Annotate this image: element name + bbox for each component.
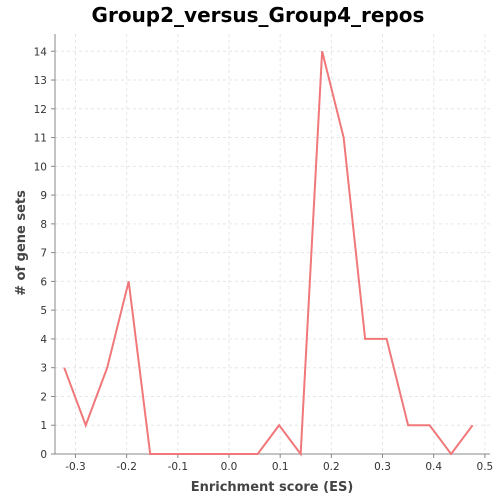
grid bbox=[55, 34, 490, 454]
y-tick-label: 3 bbox=[40, 363, 47, 375]
y-tick-label: 4 bbox=[40, 334, 47, 346]
y-tick-label: 1 bbox=[40, 420, 47, 432]
y-tick-label: 5 bbox=[40, 305, 47, 317]
y-tick-label: 11 bbox=[34, 133, 47, 145]
y-tick-label: 12 bbox=[34, 104, 47, 116]
series-line bbox=[63, 51, 474, 457]
x-tick-label: -0.2 bbox=[116, 461, 137, 473]
y-axis-label: # of gene sets bbox=[14, 190, 29, 296]
series-layer bbox=[63, 51, 474, 457]
axes bbox=[54, 34, 490, 455]
y-tick-label: 14 bbox=[34, 46, 48, 58]
y-tick-label: 0 bbox=[40, 449, 47, 461]
y-tick-label: 8 bbox=[40, 219, 47, 231]
chart-title: Group2_versus_Group4_repos bbox=[92, 3, 425, 27]
x-tick-label: 0.3 bbox=[374, 461, 391, 473]
x-axis-label: Enrichment score (ES) bbox=[191, 480, 354, 495]
x-tick-label: -0.3 bbox=[65, 461, 86, 473]
y-tick-label: 2 bbox=[40, 391, 47, 403]
y-tick-label: 13 bbox=[34, 75, 47, 87]
x-tick-label: 0.4 bbox=[425, 461, 442, 473]
y-tick-label: 10 bbox=[34, 161, 47, 173]
y-tick-label: 6 bbox=[40, 276, 47, 288]
x-tick-label: -0.1 bbox=[168, 461, 189, 473]
y-tick-label: 9 bbox=[40, 190, 47, 202]
x-tick-label: 0.2 bbox=[323, 461, 340, 473]
x-tick-label: 0.1 bbox=[272, 461, 289, 473]
x-tick-label: 0.0 bbox=[221, 461, 238, 473]
x-tick-label: 0.5 bbox=[477, 461, 494, 473]
y-tick-label: 7 bbox=[40, 248, 47, 260]
